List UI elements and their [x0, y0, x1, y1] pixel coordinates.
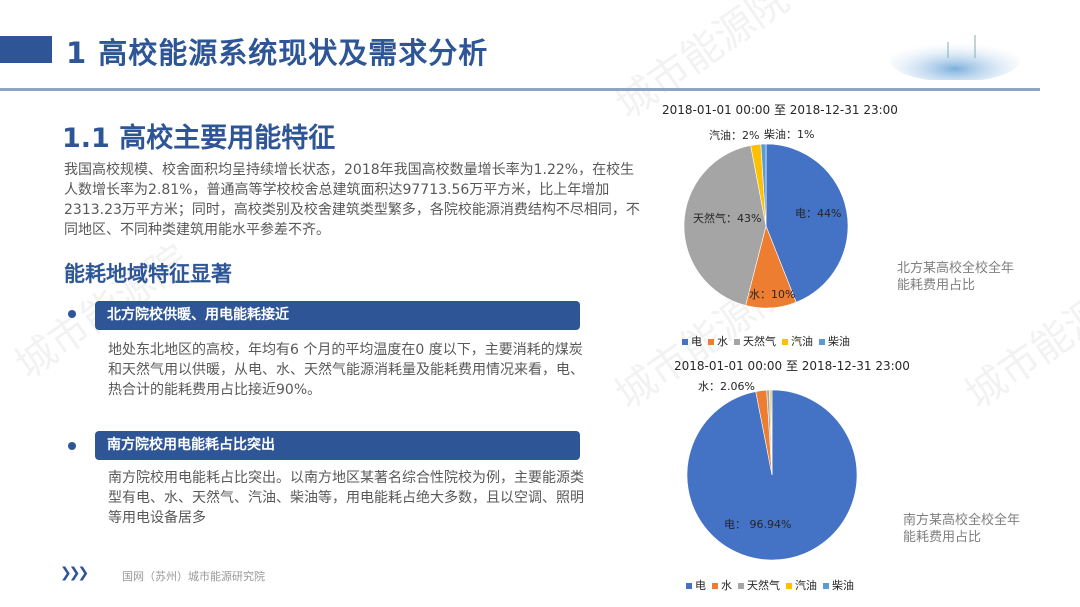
bullet-dot — [68, 442, 76, 450]
chart1-label-water: 水：10% — [749, 288, 796, 301]
legend-label: 柴油 — [832, 579, 854, 592]
legend-item: 水 — [708, 333, 728, 349]
legend-swatch — [823, 583, 829, 589]
legend-label: 电 — [695, 579, 706, 592]
legend-swatch — [738, 583, 744, 589]
chart2-label-water: 水：2.06% — [698, 380, 755, 393]
point-body-south: 南方院校用电能耗占比突出。以南方地区某著名综合性院校为例，主要能源类型有电、水、… — [108, 470, 584, 526]
chart2-title: 2018-01-01 00:00 至 2018-12-31 23:00 — [674, 359, 910, 373]
chart1-legend: 电 水 天然气 汽油 柴油 — [682, 333, 850, 349]
legend-label: 水 — [717, 335, 728, 348]
chart2-legend: 电 水 天然气 汽油 柴油 — [686, 577, 854, 593]
legend-label: 汽油 — [791, 335, 813, 348]
legend-label: 水 — [721, 579, 732, 592]
legend-swatch — [686, 583, 692, 589]
legend-swatch — [712, 583, 718, 589]
legend-item: 天然气 — [734, 333, 776, 349]
point-heading-south: 南方院校用电能耗占比突出 — [95, 431, 580, 460]
pie-slice-4 — [760, 143, 767, 227]
header-accent-block — [0, 36, 52, 63]
legend-swatch — [682, 339, 688, 345]
legend-swatch — [782, 339, 788, 345]
legend-item: 电 — [682, 333, 702, 349]
point-body-north: 地处东北地区的高校，年均有6 个月的平均温度在0 度以下，主要消耗的煤炭和天然气… — [108, 342, 584, 398]
legend-item: 柴油 — [819, 333, 850, 349]
pie-slice-2 — [683, 145, 767, 306]
chart2-label-electricity: 电： 96.94% — [724, 518, 792, 531]
chart1-label-electricity: 电：44% — [795, 207, 842, 220]
section-title: 1.1 高校主要用能特征 — [62, 123, 336, 154]
legend-swatch — [819, 339, 825, 345]
chart1-label-diesel: 柴油：1% — [764, 128, 815, 141]
legend-label: 柴油 — [828, 335, 850, 348]
page-title: 1 高校能源系统现状及需求分析 — [66, 36, 489, 70]
point-heading-north: 北方院校供暖、用电能耗接近 — [95, 301, 580, 330]
chart2-caption: 南方某高校全校全年能耗费用占比 — [903, 513, 1021, 545]
chart1-label-gas: 天然气：43% — [693, 212, 762, 225]
legend-item: 汽油 — [782, 333, 813, 349]
legend-swatch — [734, 339, 740, 345]
legend-label: 汽油 — [795, 579, 817, 592]
legend-label: 天然气 — [747, 579, 780, 592]
chart1-caption: 北方某高校全校全年能耗费用占比 — [897, 261, 1015, 293]
header-divider — [0, 88, 1040, 91]
mountain-logo-icon — [890, 35, 1020, 80]
legend-item: 柴油 — [823, 577, 854, 593]
chart1-pie — [683, 143, 849, 309]
pie-slice-4 — [770, 389, 773, 476]
legend-item: 汽油 — [786, 577, 817, 593]
pie-slice-0 — [765, 143, 849, 303]
footer-org: 国网（苏州）城市能源研究院 — [122, 570, 265, 583]
legend-label: 电 — [691, 335, 702, 348]
legend-item: 电 — [686, 577, 706, 593]
chart1-title: 2018-01-01 00:00 至 2018-12-31 23:00 — [662, 103, 898, 117]
legend-swatch — [708, 339, 714, 345]
chart1-label-gasoline: 汽油：2% — [709, 129, 760, 142]
chart2-pie — [686, 389, 858, 561]
bullet-dot — [68, 310, 76, 318]
chevrons-icon: ❯❯❯ — [60, 565, 89, 581]
legend-item: 水 — [712, 577, 732, 593]
legend-swatch — [786, 583, 792, 589]
intro-paragraph: 我国高校规模、校舍面积均呈持续增长状态，2018年我国高校数量增长率为1.22%… — [64, 162, 640, 238]
subsection-title: 能耗地域特征显著 — [64, 262, 232, 286]
legend-label: 天然气 — [743, 335, 776, 348]
legend-item: 天然气 — [738, 577, 780, 593]
